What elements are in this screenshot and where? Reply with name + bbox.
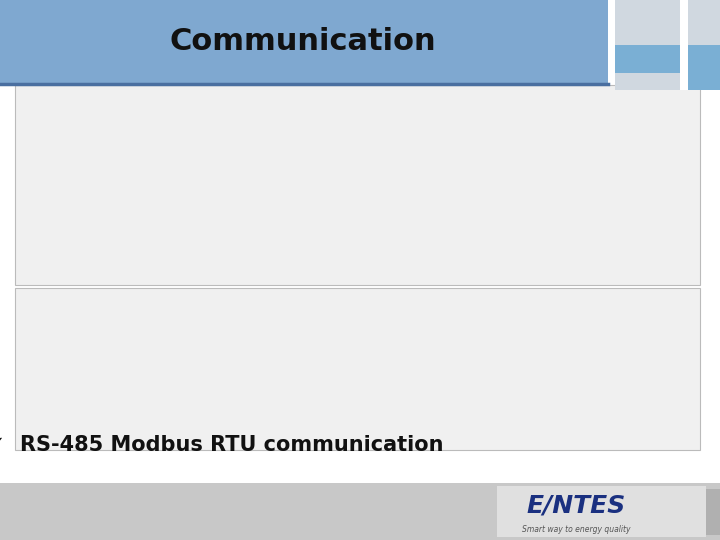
- Bar: [615, 0, 680, 45]
- Bar: [615, 73, 680, 90]
- Text: ✓  RS-485 Modbus RTU communication: ✓ RS-485 Modbus RTU communication: [0, 435, 444, 455]
- Bar: [612, 0, 720, 84]
- Text: Smart way to energy quality: Smart way to energy quality: [522, 525, 630, 534]
- Bar: [0, 0, 720, 84]
- Bar: [688, 0, 720, 45]
- Bar: [0, 472, 720, 483]
- Bar: [15, 85, 700, 285]
- Bar: [706, 489, 720, 535]
- Bar: [608, 0, 612, 84]
- Bar: [688, 45, 720, 90]
- Text: E/NTES: E/NTES: [526, 494, 626, 518]
- Bar: [497, 486, 706, 537]
- Text: Communication: Communication: [169, 28, 436, 56]
- Bar: [15, 288, 700, 450]
- Bar: [0, 483, 720, 540]
- Bar: [615, 45, 680, 73]
- Bar: [680, 0, 688, 90]
